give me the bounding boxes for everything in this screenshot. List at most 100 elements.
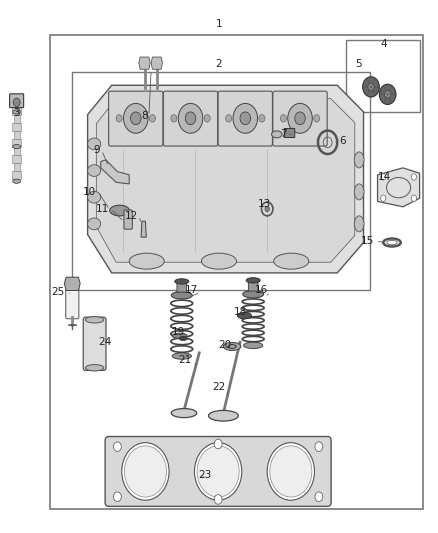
Circle shape: [113, 442, 121, 451]
Text: 18: 18: [234, 307, 247, 317]
Text: 2: 2: [215, 59, 223, 69]
Ellipse shape: [175, 279, 189, 284]
Text: 23: 23: [198, 471, 212, 480]
Circle shape: [267, 442, 314, 500]
Circle shape: [240, 112, 251, 125]
Ellipse shape: [171, 292, 192, 299]
Polygon shape: [88, 85, 364, 273]
Text: 24: 24: [99, 337, 112, 347]
Text: 13: 13: [258, 199, 271, 208]
Circle shape: [368, 83, 374, 91]
Polygon shape: [101, 160, 129, 184]
Ellipse shape: [172, 353, 191, 359]
Circle shape: [131, 112, 141, 125]
Ellipse shape: [172, 333, 187, 338]
Circle shape: [178, 103, 203, 133]
Circle shape: [259, 115, 265, 122]
Ellipse shape: [171, 408, 197, 418]
Polygon shape: [64, 277, 80, 290]
FancyBboxPatch shape: [109, 91, 163, 146]
Circle shape: [315, 442, 323, 451]
Circle shape: [214, 439, 222, 449]
Circle shape: [122, 442, 169, 500]
Circle shape: [124, 103, 148, 133]
Circle shape: [385, 91, 391, 98]
Text: 9: 9: [93, 146, 100, 155]
Circle shape: [379, 84, 396, 104]
Ellipse shape: [354, 216, 364, 232]
FancyBboxPatch shape: [284, 128, 295, 138]
Circle shape: [113, 492, 121, 502]
Ellipse shape: [272, 131, 282, 138]
Circle shape: [295, 112, 305, 125]
Circle shape: [171, 115, 177, 122]
Polygon shape: [141, 221, 146, 237]
FancyBboxPatch shape: [248, 281, 258, 291]
Circle shape: [204, 115, 210, 122]
Ellipse shape: [246, 278, 260, 283]
Text: 14: 14: [378, 172, 391, 182]
Ellipse shape: [223, 343, 241, 351]
Text: 20: 20: [218, 340, 231, 350]
Polygon shape: [12, 139, 21, 147]
Text: 10: 10: [83, 187, 96, 197]
FancyBboxPatch shape: [83, 317, 106, 370]
Circle shape: [381, 174, 386, 180]
Polygon shape: [12, 171, 21, 179]
Ellipse shape: [179, 336, 187, 341]
FancyBboxPatch shape: [218, 91, 272, 146]
Circle shape: [314, 115, 320, 122]
Ellipse shape: [85, 365, 104, 371]
Text: 19: 19: [172, 327, 185, 336]
Ellipse shape: [88, 165, 101, 176]
Ellipse shape: [243, 290, 264, 298]
FancyBboxPatch shape: [66, 288, 79, 319]
Text: 4: 4: [381, 39, 388, 49]
Circle shape: [233, 103, 258, 133]
Ellipse shape: [88, 191, 101, 203]
Ellipse shape: [354, 184, 364, 200]
Ellipse shape: [129, 253, 164, 269]
Polygon shape: [14, 115, 20, 123]
Circle shape: [214, 495, 222, 504]
Ellipse shape: [201, 253, 237, 269]
Text: 22: 22: [212, 383, 226, 392]
Text: 15: 15: [361, 236, 374, 246]
Ellipse shape: [244, 342, 263, 349]
FancyBboxPatch shape: [10, 94, 24, 108]
FancyBboxPatch shape: [163, 91, 218, 146]
Text: 16: 16: [255, 286, 268, 295]
Circle shape: [13, 98, 20, 107]
Circle shape: [363, 77, 379, 97]
Ellipse shape: [208, 410, 238, 421]
Circle shape: [411, 195, 417, 201]
Circle shape: [288, 103, 312, 133]
Circle shape: [226, 115, 232, 122]
Text: 21: 21: [179, 355, 192, 365]
Polygon shape: [96, 99, 355, 262]
Circle shape: [149, 115, 155, 122]
Polygon shape: [151, 57, 162, 69]
Ellipse shape: [237, 312, 251, 319]
Circle shape: [315, 492, 323, 502]
FancyBboxPatch shape: [105, 437, 331, 506]
Text: 17: 17: [185, 286, 198, 295]
Circle shape: [124, 446, 166, 497]
Polygon shape: [14, 147, 20, 155]
Text: 25: 25: [52, 287, 65, 296]
Ellipse shape: [354, 152, 364, 168]
Text: 7: 7: [280, 130, 287, 139]
Circle shape: [185, 112, 196, 125]
Circle shape: [197, 446, 239, 497]
Ellipse shape: [13, 144, 21, 149]
Ellipse shape: [88, 138, 101, 150]
Text: 5: 5: [355, 59, 362, 69]
Circle shape: [265, 206, 269, 212]
Polygon shape: [139, 57, 150, 69]
Text: 8: 8: [141, 111, 148, 120]
Circle shape: [411, 174, 417, 180]
Text: 3: 3: [13, 108, 20, 118]
FancyBboxPatch shape: [177, 282, 187, 292]
Circle shape: [270, 446, 312, 497]
Polygon shape: [14, 163, 20, 171]
